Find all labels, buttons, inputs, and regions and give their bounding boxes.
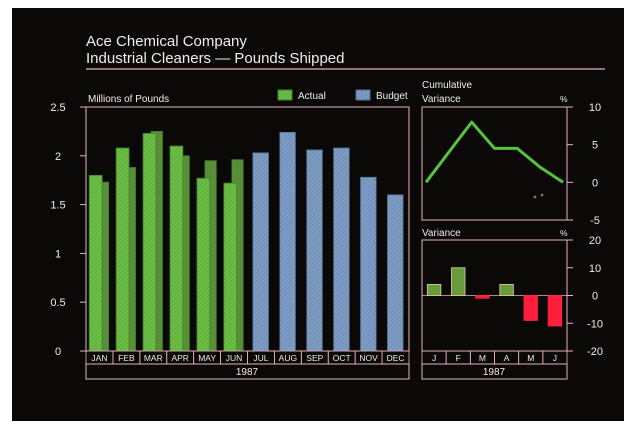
y-tick-label: 0 [592,291,598,303]
cumulative-dot [540,193,544,197]
actual-bar [169,145,184,352]
budget-bar [252,152,269,352]
x-tick-label: DEC [387,353,405,363]
x-tick-label: F [456,353,461,363]
variance-title: Variance [422,228,461,239]
variance-unit: % [560,228,568,238]
y-tick-label: 0 [55,346,61,358]
variance-bar-negative [523,295,538,321]
x-tick-label: J [432,353,436,363]
cumulative-plot-frame [421,106,568,221]
actual-bar [223,182,238,352]
variance-year-box [421,363,568,380]
title-line-2: Industrial Cleaners — Pounds Shipped [86,50,345,67]
x-tick-label: OCT [333,353,351,363]
cumulative-title-1: Cumulative [422,80,472,91]
x-tick-label: M [479,353,486,363]
budget-bar [306,149,323,352]
chart-screen: Ace Chemical Company Industrial Cleaners… [12,8,624,421]
x-tick-label: JUL [253,353,268,363]
chart-canvas: Ace Chemical Company Industrial Cleaners… [50,33,605,380]
budget-bar [360,176,377,352]
legend-actual-swatch [277,89,293,101]
y-tick-label: 2 [55,151,61,163]
x-tick-label: MAY [198,353,216,363]
main-chart-title: Millions of Pounds [88,94,169,105]
x-tick-label: J [553,353,557,363]
actual-bar [115,147,130,352]
x-tick-label: MAR [144,353,163,363]
cumulative-variance-line [424,120,564,184]
y-tick-label: 1.5 [50,200,65,212]
y-tick-label: 2.5 [50,102,65,114]
y-tick-label: -10 [587,318,603,330]
y-tick-label: 1 [55,248,61,260]
variance-bar-negative [547,295,563,327]
x-tick-label: FEB [118,353,135,363]
x-tick-label: JUN [226,353,243,363]
actual-bar [142,132,157,352]
actual-bar [88,174,103,352]
variance-bar-negative [475,295,490,299]
cumulative-unit: % [560,94,568,104]
x-tick-label: M [527,353,534,363]
title-line-1: Ace Chemical Company [86,33,247,50]
variance-bar-positive [451,267,466,296]
y-tick-label: 5 [592,140,598,152]
cumulative-dot [533,195,537,199]
x-tick-label: AUG [279,353,297,363]
main-year-label: 1987 [236,367,259,378]
y-tick-label: 0 [592,177,598,189]
y-tick-label: -20 [587,346,603,358]
legend-actual-label: Actual [298,91,326,102]
x-tick-label: SEP [306,353,323,363]
cumulative-title-2: Variance [422,94,461,105]
y-tick-label: 0.5 [50,297,65,309]
x-tick-label: A [504,353,510,363]
variance-bar-positive [499,283,514,296]
budget-bar [279,131,296,352]
main-year-box [85,363,410,380]
x-tick-label: NOV [359,353,378,363]
budget-bar [333,147,350,352]
variance-year-label: 1987 [483,367,506,378]
legend-budget-swatch [355,89,371,101]
y-tick-label: 20 [589,235,601,247]
x-tick-label: JAN [91,353,107,363]
legend-budget-label: Budget [376,91,408,102]
actual-bar [196,177,211,352]
y-tick-label: -5 [590,215,600,227]
budget-bar [387,194,404,352]
x-tick-label: APR [171,353,188,363]
y-tick-label: 10 [589,263,601,275]
y-tick-label: 10 [589,102,601,114]
variance-bar-positive [426,283,442,296]
